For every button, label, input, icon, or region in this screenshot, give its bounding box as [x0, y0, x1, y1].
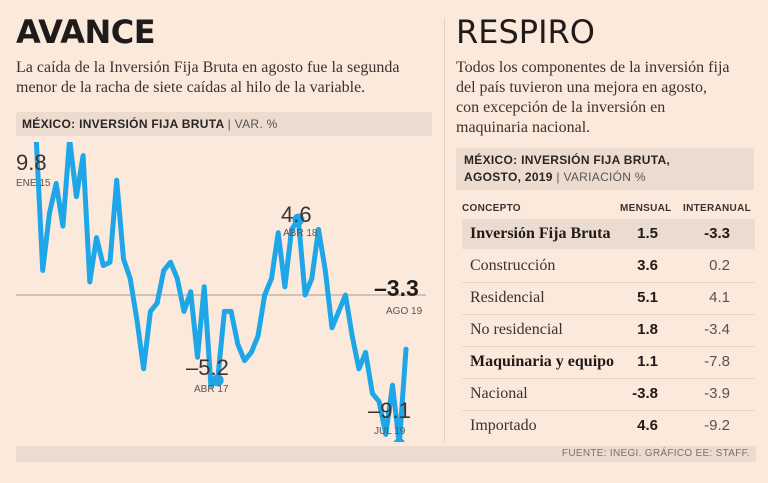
data-point-abr-17 — [211, 374, 224, 387]
row-interanual: -7.8 — [704, 353, 730, 370]
line-chart: 9.8 ENE 15 4.6 ABR 18 –5.2 ABR 17 –9.1 J… — [16, 142, 426, 442]
chart-label-separator: | — [227, 117, 232, 131]
table-unit: VARIACIÓN % — [563, 170, 646, 184]
row-mensual: 1.8 — [637, 321, 658, 338]
row-divider — [462, 314, 755, 315]
row-interanual: 0.2 — [709, 257, 730, 274]
table-label-separator: | — [556, 170, 560, 184]
annotation-value: –9.1 — [368, 398, 411, 423]
data-point-jul-19 — [393, 438, 405, 442]
row-concepto: No residencial — [470, 321, 563, 338]
right-description-line-2: del país tuvieron una mejora en agosto, — [456, 79, 708, 96]
annotation-value: 4.6 — [281, 202, 312, 227]
table-row: Nacional -3.8 -3.9 — [462, 379, 755, 409]
annotation-peak-2018: 4.6 ABR 18 — [281, 202, 318, 239]
annotation-value: –3.3 — [374, 275, 419, 301]
table-row: Inversión Fija Bruta 1.5 -3.3 — [462, 219, 755, 249]
row-concepto: Maquinaria y equipo — [470, 353, 615, 370]
row-interanual: -3.9 — [704, 385, 730, 402]
row-interanual: -3.4 — [704, 321, 730, 338]
right-title: RESPIRO — [456, 13, 595, 51]
left-description-line-2: menor de la racha de siete caídas al hil… — [16, 79, 366, 96]
row-concepto: Importado — [470, 417, 537, 434]
chart-label-bar: MÉXICO: INVERSIÓN FIJA BRUTA | VAR. % — [16, 112, 432, 136]
table-row: Residencial 5.1 4.1 — [462, 283, 755, 313]
right-panel: RESPIRO Todos los componentes de la inve… — [456, 10, 756, 138]
left-description-line-1: La caída de la Inversión Fija Bruta en a… — [16, 59, 400, 76]
annotation-date: JUL 19 — [374, 426, 406, 437]
column-divider — [444, 18, 445, 443]
left-title: AVANCE — [16, 13, 156, 51]
left-panel: AVANCE La caída de la Inversión Fija Bru… — [16, 10, 434, 98]
row-divider — [462, 282, 755, 283]
row-interanual: -9.2 — [704, 417, 730, 434]
row-mensual: 4.6 — [637, 417, 658, 434]
annotation-value: –5.2 — [186, 355, 229, 380]
row-concepto: Inversión Fija Bruta — [470, 225, 611, 242]
row-concepto: Construcción — [470, 257, 556, 274]
row-mensual: 5.1 — [637, 289, 658, 306]
table-row: Maquinaria y equipo 1.1 -7.8 — [462, 347, 755, 377]
table-row: Construcción 3.6 0.2 — [462, 251, 755, 281]
annotation-date: ENE 15 — [16, 178, 51, 189]
row-divider — [462, 410, 755, 411]
row-mensual: -3.8 — [632, 385, 658, 402]
chart-label: MÉXICO: INVERSIÓN FIJA BRUTA — [22, 117, 224, 131]
table-header-mensual: MENSUAL — [620, 203, 672, 214]
row-mensual: 1.1 — [637, 353, 658, 370]
row-divider — [462, 346, 755, 347]
right-description: Todos los componentes de la inversión fi… — [456, 58, 756, 138]
table-label-bar: MÉXICO: INVERSIÓN FIJA BRUTA, AGOSTO, 20… — [456, 148, 754, 190]
annotation-latest: –3.3 AGO 19 — [374, 275, 423, 317]
annotation-peak-2015: 9.8 ENE 15 — [16, 150, 51, 189]
series-line — [33, 142, 409, 442]
row-interanual: 4.1 — [709, 289, 730, 306]
annotation-low-2017: –5.2 ABR 17 — [186, 355, 229, 395]
table-row: Importado 4.6 -9.2 — [462, 411, 755, 441]
right-description-line-1: Todos los componentes de la inversión fi… — [456, 59, 730, 76]
source-bar: FUENTE: INEGI. GRÁFICO EE: STAFF. — [16, 446, 756, 462]
table-header-interanual: INTERANUAL — [683, 203, 751, 214]
annotation-date: AGO 19 — [386, 306, 423, 317]
table-row: No residencial 1.8 -3.4 — [462, 315, 755, 345]
right-description-line-4: maquinaria nacional. — [456, 119, 591, 136]
row-concepto: Residencial — [470, 289, 545, 306]
table-header-concepto: CONCEPTO — [462, 203, 521, 214]
left-description: La caída de la Inversión Fija Bruta en a… — [16, 58, 434, 98]
table-label-line-1: MÉXICO: INVERSIÓN FIJA BRUTA, — [464, 153, 671, 167]
chart-marks — [211, 213, 405, 442]
row-divider — [462, 378, 755, 379]
annotation-low-2019: –9.1 JUL 19 — [368, 398, 411, 437]
annotation-date: ABR 17 — [194, 384, 229, 395]
row-interanual: -3.3 — [704, 225, 730, 242]
row-concepto: Nacional — [470, 385, 528, 402]
annotation-value: 9.8 — [16, 150, 47, 175]
table-label-line-2: AGOSTO, 2019 — [464, 170, 553, 184]
row-mensual: 3.6 — [637, 257, 658, 274]
right-description-line-3: con excepción de la inversión en — [456, 99, 666, 116]
chart-unit: VAR. % — [234, 117, 278, 131]
row-mensual: 1.5 — [637, 225, 658, 242]
annotation-date: ABR 18 — [283, 228, 318, 239]
data-point-abr-18 — [292, 213, 305, 226]
source-text: FUENTE: INEGI. GRÁFICO EE: STAFF. — [561, 448, 750, 459]
